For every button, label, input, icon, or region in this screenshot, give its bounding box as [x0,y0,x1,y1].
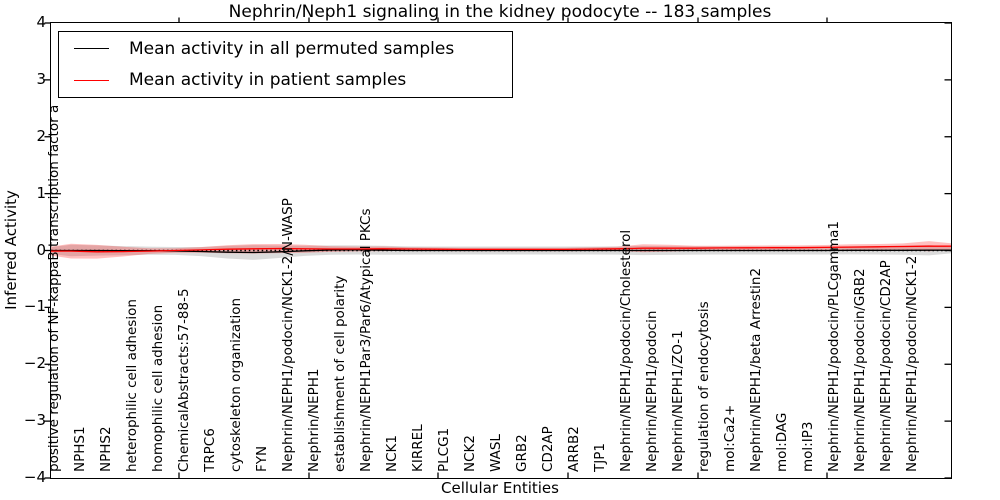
x-tick-label: Nephrin/NEPH1/podocin/NCK1-2 [904,255,920,472]
y-tick-label: −4 [23,468,46,486]
x-tick-label: Nephrin/NEPH1/beta Arrestin2 [748,267,764,472]
x-tick-label: PLCG1 [436,427,452,472]
y-tick-label: −3 [23,411,46,430]
patient-line-swatch [74,79,109,81]
x-tick-label: mol:DAG [774,412,790,472]
x-tick-label: NPHS1 [72,426,88,472]
y-tick-label: −2 [23,354,46,373]
x-axis-label: Cellular Entities [441,479,559,497]
legend: Mean activity in all permuted samples Me… [58,31,513,98]
x-tick-label: CD2AP [540,426,556,472]
x-tick-label: WASL [488,434,504,472]
y-tick-label: 1 [36,183,46,202]
patient-mean-line [51,245,951,253]
x-tick-label: NPHS2 [98,426,114,472]
x-tick-label: establishment of cell polarity [332,275,348,472]
legend-label: Mean activity in all permuted samples [129,38,455,59]
x-tick-label: TJP1 [592,443,608,472]
x-tick-label: Nephrin/NEPH1 [306,368,322,472]
x-tick-label: ARRB2 [566,426,582,472]
x-tick-label: NCK2 [462,435,478,472]
chart-title: Nephrin/Neph1 signaling in the kidney po… [228,2,772,22]
y-tick-label: 3 [36,69,46,88]
x-tick-label: KIRREL [410,424,426,472]
x-tick-label: cytoskeleton organization [228,297,244,472]
legend-label: Mean activity in patient samples [129,70,407,91]
y-tick-label: 2 [36,126,46,145]
x-tick-label: Nephrin/NEPH1/podocin/PLCgamma1 [826,220,842,472]
plot-area [44,17,952,479]
permuted-line-swatch [74,48,109,50]
x-tick-label: Nephrin/NEPH1/ZO-1 [670,330,686,472]
x-tick-label: GRB2 [514,434,530,472]
x-tick-label: homophilic cell adhesion [150,304,166,472]
y-tick-label: 4 [36,13,46,31]
x-tick-label: Nephrin/NEPH1/podocin/NCK1-2/N-WASP [280,198,296,472]
legend-entry-permuted: Mean activity in all permuted samples [59,34,512,64]
y-tick-label: 0 [36,240,46,259]
x-tick-label: mol:IP3 [800,421,816,472]
legend-entry-patient: Mean activity in patient samples [59,65,512,95]
x-tick-label: TRPC6 [202,428,218,472]
x-tick-label: Nephrin/NEPH1/podocin [644,310,660,472]
y-tick-label: −1 [23,297,46,316]
x-tick-label: positive regulation of NF-kappaB transcr… [46,104,62,472]
x-tick-label: FYN [254,445,270,472]
x-tick-label: NCK1 [384,435,400,472]
plot-canvas [44,17,951,479]
x-tick-label: regulation of endocytosis [696,301,712,472]
x-tick-label: heterophilic cell adhesion [124,299,140,472]
x-tick-label: Nephrin/NEPH1/podocin/Cholesterol [618,229,634,472]
x-tick-label: Nephrin/NEPH1/podocin/GRB2 [852,268,868,472]
x-tick-label: mol:Ca2+ [722,404,738,472]
x-tick-label: Nephrin/NEPH1/podocin/CD2AP [878,260,894,472]
permuted-mean-line [51,249,951,254]
x-tick-label: ChemicalAbstracts:57-88-5 [176,288,192,472]
x-tick-label: Nephrin/NEPH1Par3/Par6/Atypical PKCs [358,208,374,473]
